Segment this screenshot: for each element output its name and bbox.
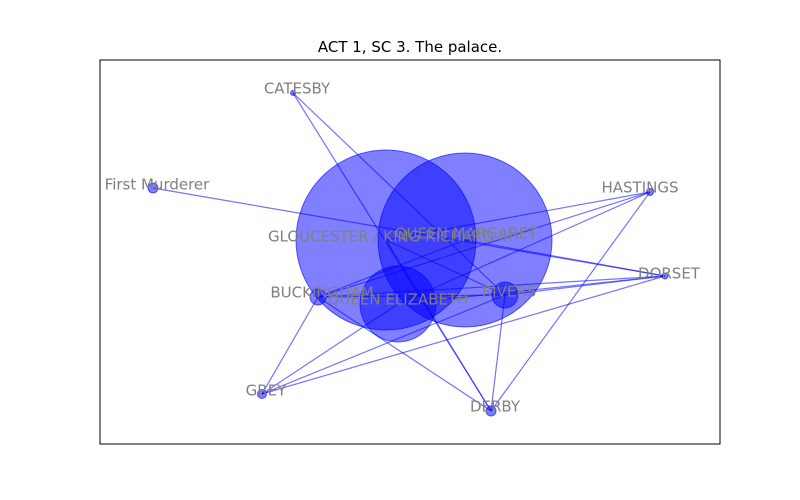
node-queen_elizabeth xyxy=(359,265,437,343)
node-derby xyxy=(485,405,497,417)
node-layer xyxy=(147,90,669,417)
node-label-queen_margaret: QUEEN MARGARET xyxy=(395,225,538,243)
node-rivers xyxy=(491,281,519,309)
node-label-gloucester: GLOUCESTER / KING RICHARD III xyxy=(268,228,512,246)
node-buckingham xyxy=(309,288,327,306)
node-first_murderer xyxy=(147,182,159,194)
node-label-derby: DERBY xyxy=(470,398,521,416)
node-label-dorset: DORSET xyxy=(638,265,701,283)
node-catesby xyxy=(290,90,296,96)
edge-dorset-grey xyxy=(261,275,666,395)
node-label-grey: GREY xyxy=(246,382,288,400)
node-dorset xyxy=(661,272,669,280)
node-label-first_murderer: First Murderer xyxy=(105,176,211,194)
node-label-rivers: RIVERS xyxy=(482,283,537,301)
figure-title: ACT 1, SC 3. The palace. xyxy=(318,38,502,56)
node-label-buckingham: BUCKINGHAM xyxy=(270,284,373,302)
node-label-catesby: CATESBY xyxy=(264,80,331,98)
edge-buckingham-grey xyxy=(261,296,319,395)
node-label-hastings: HASTINGS xyxy=(601,179,678,197)
node-grey xyxy=(257,389,267,399)
node-label-queen_elizabeth: QUEEN ELIZABETH xyxy=(328,291,469,309)
node-hastings xyxy=(646,188,654,196)
edge-hastings-derby xyxy=(490,191,651,412)
